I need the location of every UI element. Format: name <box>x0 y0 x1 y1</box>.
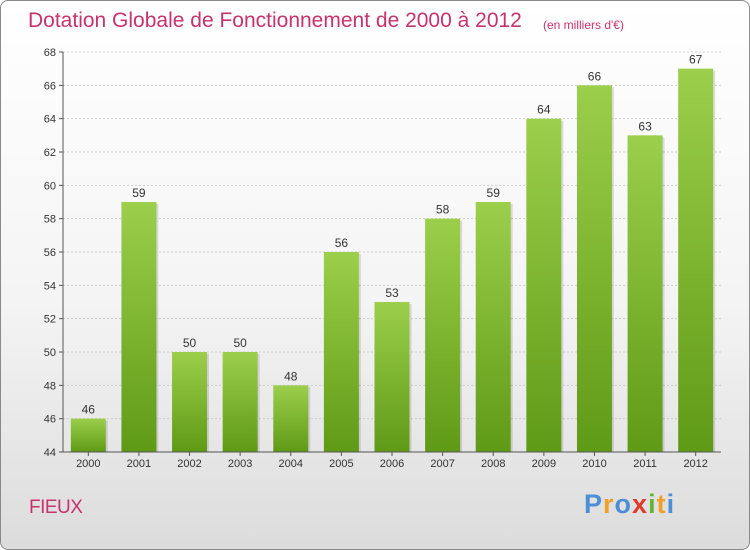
y-tick-label: 60 <box>44 180 56 192</box>
logo-letter: r <box>603 489 615 519</box>
x-tick-label: 2003 <box>228 458 252 470</box>
y-tick-label: 52 <box>44 314 56 326</box>
y-tick-label: 48 <box>44 380 56 392</box>
y-tick-label: 46 <box>44 414 56 426</box>
x-tick-label: 2000 <box>76 458 100 470</box>
bar-value-label: 59 <box>132 186 146 200</box>
chart-unit: (en milliers d'€) <box>543 18 624 32</box>
bar <box>273 385 309 452</box>
bar-value-label: 66 <box>588 69 602 83</box>
x-tick-label: 2004 <box>279 458 303 470</box>
y-tick-label: 68 <box>44 47 56 59</box>
bar-value-label: 48 <box>284 369 298 383</box>
bar <box>323 252 359 452</box>
bar <box>526 118 562 453</box>
y-tick-label: 50 <box>44 347 56 359</box>
logo-letter: i <box>648 489 657 519</box>
bar-value-label: 53 <box>385 286 399 300</box>
x-tick-label: 2007 <box>430 458 454 470</box>
bar <box>475 202 511 452</box>
y-tick-label: 44 <box>44 447 56 459</box>
chart-title: Dotation Globale de Fonctionnement de 20… <box>28 9 522 32</box>
x-tick-label: 2009 <box>532 458 556 470</box>
x-tick-label: 2001 <box>127 458 151 470</box>
x-tick-label: 2006 <box>380 458 404 470</box>
y-tick-label: 56 <box>44 247 56 259</box>
logo-letter: o <box>614 489 633 519</box>
bar <box>374 302 410 452</box>
proxiti-logo: Proxiti <box>584 489 675 520</box>
bar <box>222 352 258 452</box>
x-tick-label: 2010 <box>582 458 606 470</box>
logo-letter: t <box>656 489 667 519</box>
logo-letter: P <box>584 489 604 519</box>
x-tick-label: 2005 <box>329 458 353 470</box>
y-tick-label: 66 <box>44 80 56 92</box>
x-tick-label: 2012 <box>683 458 707 470</box>
bar <box>678 68 714 453</box>
bar-value-label: 58 <box>436 203 450 217</box>
x-tick-label: 2008 <box>481 458 505 470</box>
bar <box>70 418 106 452</box>
labels: 44 46 48 50 52 54 56 58 60 62 64 66 68 46 2000 59 2001 50… <box>44 47 708 470</box>
bar <box>121 202 157 452</box>
x-tick-label: 2002 <box>177 458 201 470</box>
bar-value-label: 56 <box>335 236 349 250</box>
bar <box>172 352 208 452</box>
y-tick-label: 62 <box>44 147 56 159</box>
commune-name: FIEUX <box>29 497 83 518</box>
bar-value-label: 50 <box>183 336 197 350</box>
y-tick-label: 58 <box>44 214 56 226</box>
bar <box>627 135 663 453</box>
y-tick-label: 54 <box>44 280 56 292</box>
y-tick-label: 64 <box>44 114 56 126</box>
logo-letter: i <box>666 489 676 519</box>
x-tick-label: 2011 <box>633 458 657 470</box>
axes <box>59 51 721 456</box>
bar-value-label: 64 <box>537 103 551 117</box>
bar-value-label: 63 <box>638 119 652 133</box>
bar <box>425 218 461 452</box>
bar-value-label: 50 <box>233 336 247 350</box>
bar <box>576 85 612 452</box>
bar-value-label: 59 <box>487 186 501 200</box>
logo-letter: x <box>632 489 649 519</box>
bars <box>70 68 716 453</box>
bar-value-label: 46 <box>82 403 96 417</box>
bar-value-label: 67 <box>689 53 703 67</box>
